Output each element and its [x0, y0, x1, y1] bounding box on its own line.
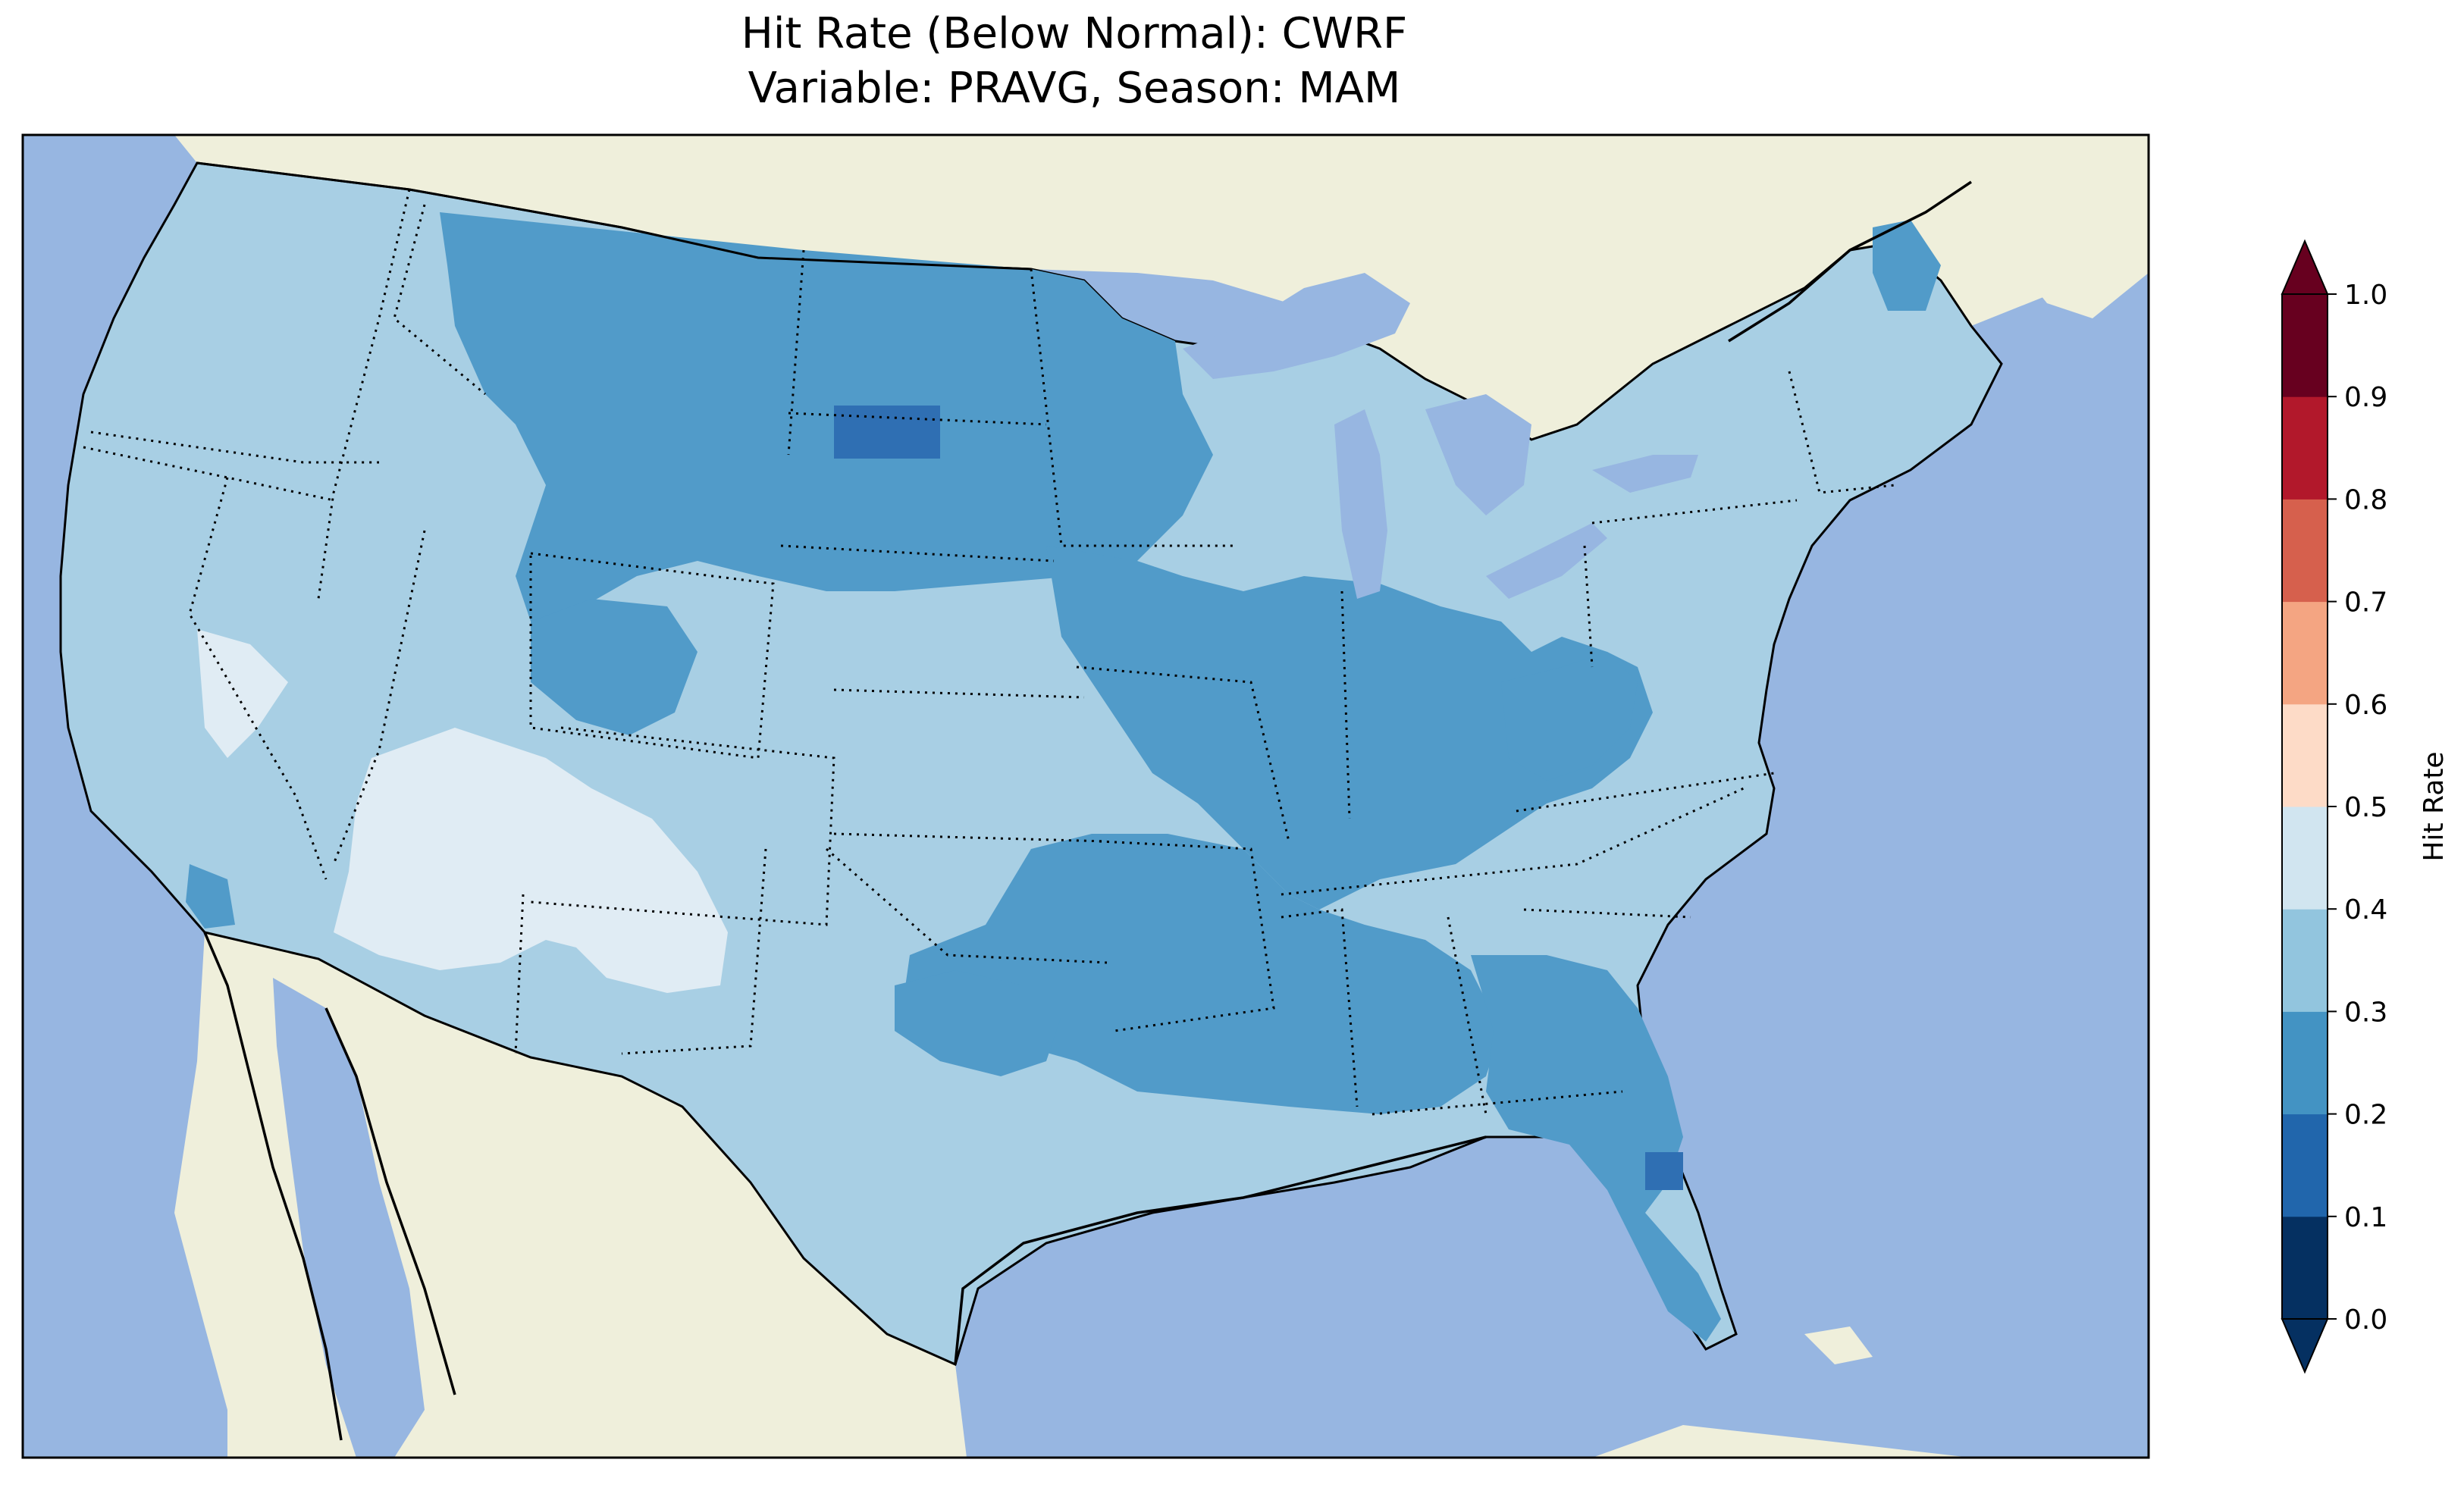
border-nm-tx: [621, 848, 767, 1055]
map-title-line2: Variable: PRAVG, Season: MAM: [748, 64, 1401, 113]
colorbar-segment: [2282, 1216, 2328, 1320]
colorbar-tick-label: 0.6: [2344, 690, 2387, 721]
border-sd-ne: [780, 544, 1055, 562]
border-id-mt: [393, 204, 486, 396]
coast-great-lakes-st-lawrence: [1728, 180, 1972, 343]
border-ks-ok: [833, 832, 1108, 843]
coast-gulf-mexico: [954, 1135, 1487, 1365]
map-frame: [21, 133, 2150, 1459]
colorbar-tick-label: 0.7: [2344, 587, 2387, 619]
colorbar-segment: [2282, 1011, 2328, 1115]
hit-rate-0.2-0.3-regions: [186, 212, 1941, 1342]
colorbar-tick-label: 0.4: [2344, 894, 2387, 926]
colorbar-segment: [2282, 807, 2328, 910]
colorbar-segment: [2282, 499, 2328, 603]
canada-land: [174, 135, 2149, 576]
colorbar-segment: [2282, 909, 2328, 1012]
map-area: [23, 135, 2149, 1458]
region-montana-dakotas: [440, 212, 1213, 622]
colorbar-segment: [2282, 1113, 2328, 1217]
border-new-england: [1788, 371, 1896, 494]
coast-california-baja: [203, 932, 343, 1441]
colorbar-extend-max: [2281, 239, 2329, 295]
colorbar-tick-label: 0.3: [2344, 997, 2387, 1028]
border-ar-la: [1099, 840, 1275, 1032]
colorbar-tick-label: 0.9: [2344, 382, 2387, 413]
lake-michigan: [1334, 409, 1387, 599]
caribbean-land: [1592, 1425, 1971, 1458]
region-texas-east: [895, 970, 1061, 1076]
colorbar-extend-min: [2281, 1318, 2329, 1374]
region-appalachia: [1501, 652, 1638, 781]
border-ms-al: [1281, 908, 1359, 1107]
lake-huron: [1425, 394, 1531, 515]
lake-erie: [1486, 523, 1607, 599]
colorbar-label: Hit Rate: [2419, 751, 2450, 861]
border-al-ga: [1447, 916, 1487, 1115]
maritimes-land: [2002, 182, 2149, 318]
colorbar-tick-label: 0.2: [2344, 1100, 2387, 1131]
border-wa-or: [90, 431, 379, 464]
colorbar-tick-label: 0.5: [2344, 792, 2387, 823]
coast-sonora: [324, 1007, 456, 1395]
border-va-nc: [1516, 772, 1775, 813]
region-maine: [1873, 220, 1941, 311]
border-nc-sc: [1523, 908, 1691, 919]
region-south-dakota-cell: [834, 406, 940, 459]
border-oh-pa: [1583, 545, 1594, 668]
border-mn-ia: [1030, 268, 1236, 547]
region-southwest: [334, 728, 728, 993]
region-florida-cell: [1645, 1152, 1683, 1190]
border-wy: [529, 552, 775, 760]
colorbar-tick-label: 0.0: [2344, 1305, 2387, 1336]
colorbar-segment: [2282, 396, 2328, 500]
border-ok-tx: [826, 847, 1108, 964]
state-borders: [83, 189, 1896, 1116]
lake-superior: [1183, 273, 1410, 379]
region-nevada: [197, 629, 288, 758]
coastline: [203, 180, 1972, 1441]
border-tn-ky: [1281, 787, 1745, 896]
colorbar-tick-label: 1.0: [2344, 280, 2387, 311]
region-wyoming: [531, 599, 698, 735]
colorbar-segment: [2282, 294, 2328, 397]
hit-rate-0.4-0.5-regions: [197, 629, 728, 993]
lake-ontario: [1592, 455, 1698, 493]
border-ia-mo: [1076, 666, 1290, 842]
region-midwest: [1046, 546, 1653, 910]
colorbar-segment: [2282, 601, 2328, 705]
hit-rate-0.1-0.2-regions: [834, 406, 1683, 1190]
colorbar-tick-label: 0.1: [2344, 1202, 2387, 1233]
cuba-land: [1804, 1326, 1873, 1364]
great-lakes: [1183, 273, 1698, 599]
map-title-line1: Hit Rate (Below Normal): CWRF: [741, 9, 1408, 58]
colorbar: 0.0 0.1 0.2 0.3 0.4 0.5 0.6 0.7 0.8 0.9 1.0 Hit Rat…: [2281, 239, 2450, 1374]
gulf-of-california: [273, 978, 425, 1458]
region-southeast: [1471, 955, 1721, 1342]
border-co: [530, 726, 835, 926]
region-california-coast: [186, 864, 235, 929]
colorbar-tick-label: 0.8: [2344, 484, 2387, 515]
border-dakotas: [788, 412, 1047, 426]
border-il-in: [1340, 590, 1351, 819]
colorbar-segment: [2282, 703, 2328, 807]
border-usa-canada: [196, 161, 1032, 271]
